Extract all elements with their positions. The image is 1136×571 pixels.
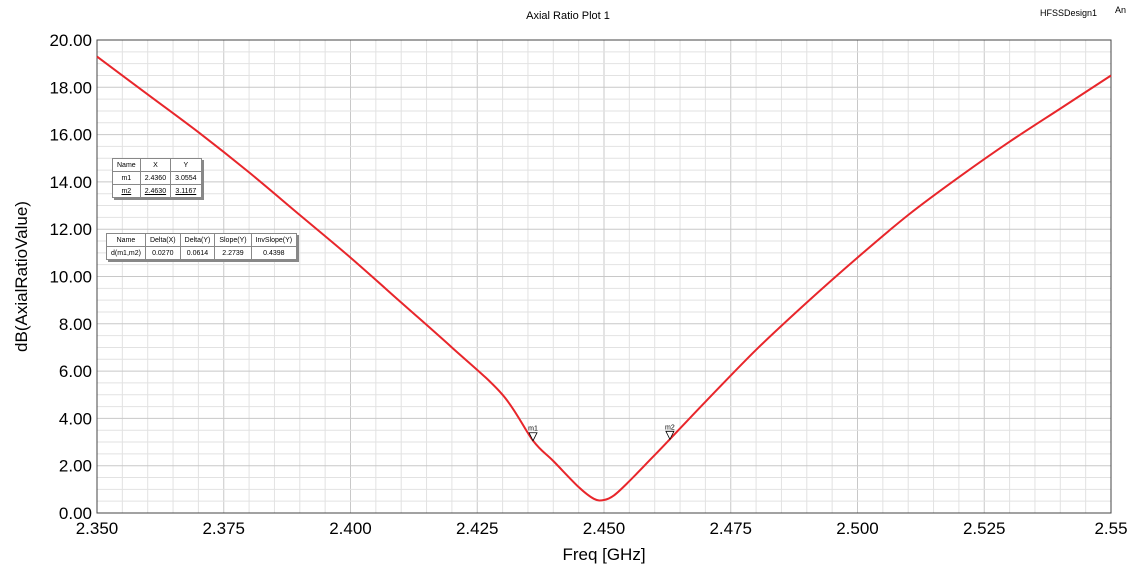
marker-table[interactable]: Name X Y m1 2.4360 3.0554 m2 2.4630 3.11… (112, 158, 202, 198)
marker-name-cell: m1 (112, 171, 141, 185)
delta-header-name: Name (106, 233, 146, 247)
design-extra-label: An (1115, 5, 1127, 15)
y-tick-label: 16.00 (49, 126, 92, 145)
series-line (96, 55, 1112, 502)
x-tick-label: 2.400 (329, 519, 372, 538)
y-tick-label: 0.00 (59, 504, 92, 523)
marker-y-cell: 3.0554 (170, 171, 202, 185)
x-tick-label: 2.425 (456, 519, 499, 538)
delta-name-cell: d(m1,m2) (106, 246, 146, 260)
delta-header-slope: Slope(Y) (214, 233, 252, 247)
marker-label: m1 (528, 426, 538, 433)
table-row[interactable]: m1 2.4360 3.0554 (112, 171, 202, 185)
x-tick-label: 2.500 (836, 519, 879, 538)
y-tick-label: 20.00 (49, 31, 92, 50)
grid (96, 39, 1112, 514)
marker-name-cell: m2 (112, 184, 141, 198)
marker-table-header: Name X Y (112, 158, 202, 172)
x-tick-label: 2.450 (583, 519, 626, 538)
y-tick-label: 14.00 (49, 173, 92, 192)
y-tick-label: 18.00 (49, 78, 92, 97)
marker-x-cell: 2.4360 (139, 171, 172, 185)
y-tick-label: 4.00 (59, 409, 92, 428)
marker-triangle-icon (528, 432, 538, 442)
y-tick-label: 10.00 (49, 268, 92, 287)
marker-header-name: Name (112, 158, 141, 172)
y-tick-label: 12.00 (49, 220, 92, 239)
delta-marker-table[interactable]: Name Delta(X) Delta(Y) Slope(Y) InvSlope… (106, 233, 298, 260)
delta-header-dx: Delta(X) (144, 233, 181, 247)
delta-dy-cell: 0.0614 (179, 246, 216, 260)
delta-table-header: Name Delta(X) Delta(Y) Slope(Y) InvSlope… (106, 233, 298, 247)
x-tick-label: 2.375 (202, 519, 245, 538)
markers-layer[interactable]: m1 m2 (528, 424, 675, 442)
delta-invslope-cell: 0.4398 (250, 246, 298, 260)
table-row[interactable]: m2 2.4630 3.1167 (112, 184, 202, 198)
marker-label: m2 (665, 424, 675, 431)
delta-header-invslope: InvSlope(Y) (250, 233, 298, 247)
design-name-label: HFSSDesign1 (1040, 8, 1098, 18)
x-axis-label: Freq [GHz] (562, 545, 645, 564)
x-tick-label: 2.350 (76, 519, 119, 538)
x-tick-label: 2.55 (1094, 519, 1127, 538)
marker-triangle-icon (665, 430, 675, 441)
delta-header-dy: Delta(Y) (179, 233, 216, 247)
marker-m2[interactable]: m2 (665, 424, 675, 441)
series-layer (96, 55, 1112, 502)
y-tick-label: 2.00 (59, 457, 92, 476)
y-tick-label: 8.00 (59, 315, 92, 334)
x-tick-label: 2.475 (709, 519, 752, 538)
table-row[interactable]: d(m1,m2) 0.0270 0.0614 2.2739 0.4398 (106, 246, 298, 260)
delta-slope-cell: 2.2739 (214, 246, 252, 260)
y-axis-label: dB(AxialRatioValue) (12, 201, 31, 352)
delta-dx-cell: 0.0270 (144, 246, 181, 260)
marker-m1[interactable]: m1 (528, 426, 538, 442)
plot-area-frame (96, 39, 1112, 514)
marker-y-cell: 3.1167 (170, 184, 202, 198)
x-tick-label: 2.525 (963, 519, 1006, 538)
y-tick-label: 6.00 (59, 362, 92, 381)
chart-title: Axial Ratio Plot 1 (526, 10, 610, 22)
axis-ticks: 2.350 2.375 2.400 2.425 2.450 2.475 2.500 2.525… (49, 31, 1127, 538)
marker-x-cell: 2.4630 (139, 184, 172, 198)
marker-header-x: X (139, 158, 172, 172)
marker-header-y: Y (170, 158, 202, 172)
